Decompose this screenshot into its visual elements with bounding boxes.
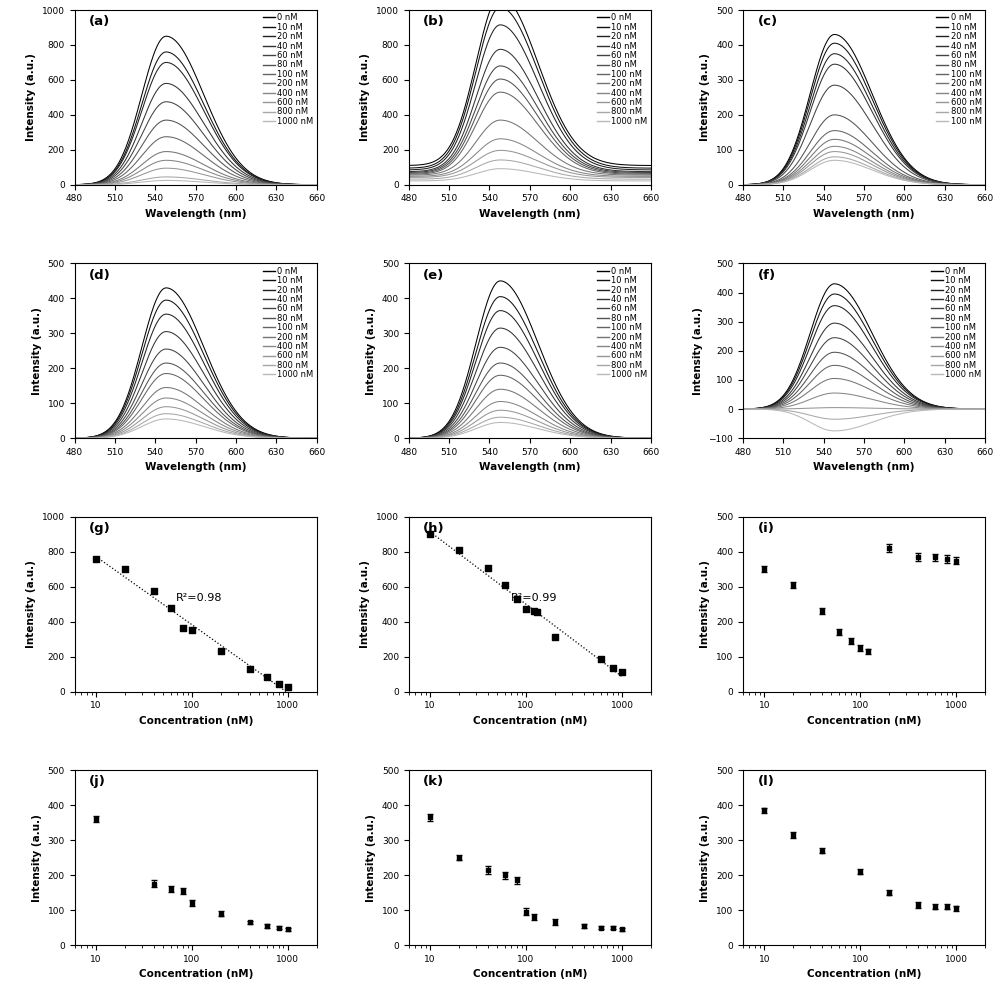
Point xyxy=(145,583,161,599)
Legend: 0 nM, 10 nM, 20 nM, 40 nM, 60 nM, 80 nM, 100 nM, 200 nM, 400 nM, 600 nM, 800 nM,: 0 nM, 10 nM, 20 nM, 40 nM, 60 nM, 80 nM,… xyxy=(595,266,648,380)
Point xyxy=(604,660,620,676)
Text: (h): (h) xyxy=(422,522,444,535)
Y-axis label: Intensity (a.u.): Intensity (a.u.) xyxy=(360,560,370,648)
Y-axis label: Intensity (a.u.): Intensity (a.u.) xyxy=(366,814,376,902)
Text: (k): (k) xyxy=(422,775,444,788)
Text: (j): (j) xyxy=(89,775,106,788)
X-axis label: Concentration (nM): Concentration (nM) xyxy=(472,969,586,979)
Point xyxy=(496,577,512,593)
X-axis label: Wavelength (nm): Wavelength (nm) xyxy=(812,209,913,219)
Text: (g): (g) xyxy=(89,522,110,535)
Text: (a): (a) xyxy=(89,15,110,28)
Text: (d): (d) xyxy=(89,269,110,282)
Point xyxy=(175,620,191,636)
Point xyxy=(184,622,200,638)
X-axis label: Concentration (nM): Concentration (nM) xyxy=(138,969,252,979)
Text: R²=0.98: R²=0.98 xyxy=(176,593,223,603)
Point xyxy=(450,542,466,558)
X-axis label: Wavelength (nm): Wavelength (nm) xyxy=(478,209,580,219)
Legend: 0 nM, 10 nM, 20 nM, 40 nM, 60 nM, 80 nM, 100 nM, 200 nM, 400 nM, 600 nM, 800 nM,: 0 nM, 10 nM, 20 nM, 40 nM, 60 nM, 80 nM,… xyxy=(595,12,648,127)
X-axis label: Wavelength (nm): Wavelength (nm) xyxy=(145,462,247,472)
Text: (l): (l) xyxy=(756,775,773,788)
Point xyxy=(529,604,545,620)
Text: R²=0.99: R²=0.99 xyxy=(510,593,557,603)
Y-axis label: Intensity (a.u.): Intensity (a.u.) xyxy=(700,560,710,648)
Point xyxy=(87,551,103,567)
Y-axis label: Intensity (a.u.): Intensity (a.u.) xyxy=(700,814,710,902)
X-axis label: Wavelength (nm): Wavelength (nm) xyxy=(145,209,247,219)
Legend: 0 nM, 10 nM, 20 nM, 40 nM, 60 nM, 80 nM, 100 nM, 200 nM, 400 nM, 600 nM, 800 nM,: 0 nM, 10 nM, 20 nM, 40 nM, 60 nM, 80 nM,… xyxy=(261,266,314,380)
Text: (f): (f) xyxy=(756,269,774,282)
Text: (i): (i) xyxy=(756,522,773,535)
Point xyxy=(116,561,132,577)
Point xyxy=(525,603,541,619)
X-axis label: Concentration (nM): Concentration (nM) xyxy=(472,716,586,726)
Point xyxy=(592,651,608,667)
Point xyxy=(270,676,286,692)
Y-axis label: Intensity (a.u.): Intensity (a.u.) xyxy=(32,307,42,395)
Point xyxy=(242,661,257,677)
Text: (c): (c) xyxy=(756,15,776,28)
Y-axis label: Intensity (a.u.): Intensity (a.u.) xyxy=(26,53,37,141)
Y-axis label: Intensity (a.u.): Intensity (a.u.) xyxy=(26,560,37,648)
Point xyxy=(479,560,495,576)
Point xyxy=(518,601,534,617)
Y-axis label: Intensity (a.u.): Intensity (a.u.) xyxy=(32,814,42,902)
X-axis label: Wavelength (nm): Wavelength (nm) xyxy=(478,462,580,472)
Y-axis label: Intensity (a.u.): Intensity (a.u.) xyxy=(360,53,370,141)
X-axis label: Concentration (nM): Concentration (nM) xyxy=(806,969,920,979)
X-axis label: Concentration (nM): Concentration (nM) xyxy=(138,716,252,726)
Text: (e): (e) xyxy=(422,269,444,282)
Y-axis label: Intensity (a.u.): Intensity (a.u.) xyxy=(692,307,702,395)
X-axis label: Concentration (nM): Concentration (nM) xyxy=(806,716,920,726)
Legend: 0 nM, 10 nM, 20 nM, 40 nM, 60 nM, 80 nM, 100 nM, 200 nM, 400 nM, 600 nM, 800 nM,: 0 nM, 10 nM, 20 nM, 40 nM, 60 nM, 80 nM,… xyxy=(929,266,981,380)
Point xyxy=(162,600,178,616)
Y-axis label: Intensity (a.u.): Intensity (a.u.) xyxy=(700,53,710,141)
Point xyxy=(279,679,295,695)
X-axis label: Wavelength (nm): Wavelength (nm) xyxy=(812,462,913,472)
Point xyxy=(421,526,437,542)
Y-axis label: Intensity (a.u.): Intensity (a.u.) xyxy=(366,307,376,395)
Legend: 0 nM, 10 nM, 20 nM, 40 nM, 60 nM, 80 nM, 100 nM, 200 nM, 400 nM, 600 nM, 800 nM,: 0 nM, 10 nM, 20 nM, 40 nM, 60 nM, 80 nM,… xyxy=(261,12,314,127)
Point xyxy=(613,664,629,680)
Point xyxy=(258,669,274,685)
Text: (b): (b) xyxy=(422,15,444,28)
Point xyxy=(508,591,524,607)
Point xyxy=(547,629,563,645)
Point xyxy=(213,643,229,659)
Legend: 0 nM, 10 nM, 20 nM, 40 nM, 60 nM, 80 nM, 100 nM, 200 nM, 400 nM, 600 nM, 800 nM,: 0 nM, 10 nM, 20 nM, 40 nM, 60 nM, 80 nM,… xyxy=(934,12,981,127)
